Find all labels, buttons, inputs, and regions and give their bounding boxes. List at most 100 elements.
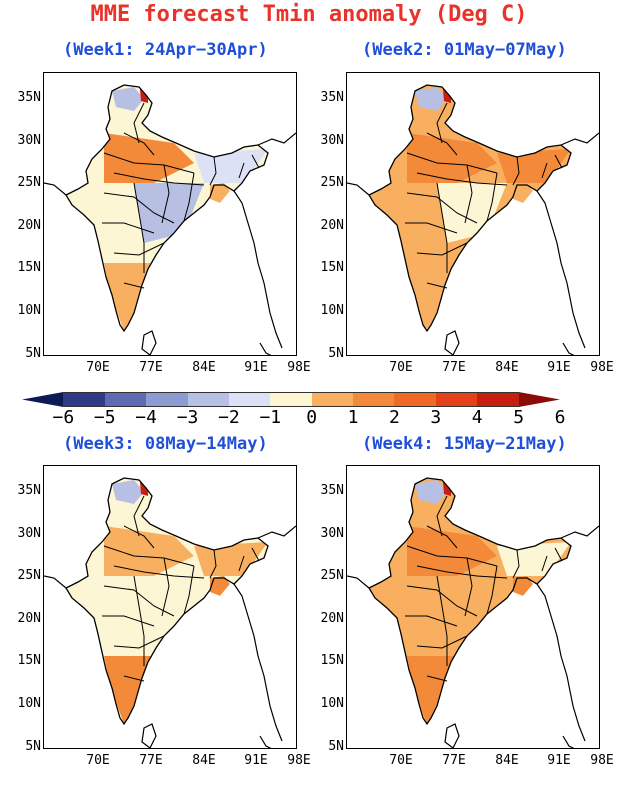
colorbar-tick-label: 1	[347, 407, 359, 428]
lat-tick-label: 20N	[320, 611, 344, 626]
anomaly-zone	[437, 576, 507, 636]
state-border	[209, 549, 217, 579]
colorbar-segment	[518, 392, 560, 407]
coastline	[560, 525, 599, 539]
state-border	[426, 525, 458, 549]
lat-tick-label: 5N	[328, 739, 344, 754]
state-border	[436, 102, 448, 144]
coastline	[560, 655, 586, 742]
lon-tick-label: 91E	[244, 360, 268, 375]
coastline	[44, 575, 67, 589]
coastline	[536, 583, 562, 657]
lon-tick-label: 98E	[287, 753, 311, 768]
lat-tick-label: 25N	[17, 175, 41, 190]
lon-tick-label: 91E	[547, 753, 571, 768]
state-border	[426, 132, 458, 156]
lat-tick-label: 30N	[17, 526, 41, 541]
lon-tick-label: 98E	[287, 360, 311, 375]
figure-title: MME forecast Tmin anomaly (Deg C)	[90, 2, 528, 27]
state-border	[113, 242, 165, 256]
lon-tick-label: 70E	[86, 753, 110, 768]
state-border	[238, 162, 245, 179]
india-map	[347, 84, 599, 355]
state-border	[406, 545, 498, 567]
state-border	[464, 164, 473, 224]
map-panel-week2	[346, 72, 600, 356]
state-border	[416, 565, 508, 579]
state-border	[251, 547, 260, 562]
coastline	[259, 342, 272, 355]
coastline	[257, 525, 296, 539]
colorbar-tick-label: 6	[554, 407, 566, 428]
lat-tick-label: 25N	[17, 568, 41, 583]
colorbar-tick-label: −3	[176, 407, 199, 428]
state-border	[416, 635, 468, 649]
state-border	[512, 549, 520, 579]
state-border	[486, 565, 498, 615]
lat-tick-label: 30N	[320, 526, 344, 541]
state-border	[183, 565, 195, 615]
coastline	[560, 132, 599, 146]
state-border	[133, 102, 145, 144]
country-outline	[65, 477, 269, 726]
anomaly-zone	[104, 133, 194, 183]
lat-tick-label: 15N	[320, 653, 344, 668]
map-panel-week3	[43, 465, 297, 749]
colorbar-segment	[353, 392, 395, 407]
lat-tick-label: 25N	[320, 568, 344, 583]
india-map	[347, 477, 599, 748]
lat-tick-label: 10N	[320, 303, 344, 318]
lon-tick-label: 84E	[192, 753, 216, 768]
lon-tick-label: 84E	[192, 360, 216, 375]
coastline	[233, 190, 259, 264]
lon-tick-label: 77E	[139, 753, 163, 768]
state-border	[113, 172, 205, 186]
coastline	[536, 190, 562, 264]
colorbar-tick-label: 2	[389, 407, 400, 428]
state-border	[133, 575, 145, 666]
coastline	[257, 655, 283, 742]
kashmir-patch	[415, 87, 447, 111]
anomaly-zone	[437, 183, 507, 243]
state-border	[238, 555, 245, 572]
map-panel-week4	[346, 465, 600, 749]
state-border	[426, 675, 448, 682]
coastline	[562, 735, 575, 748]
colorbar-segment	[63, 392, 105, 407]
colorbar-tick-label: −1	[259, 407, 282, 428]
state-border	[554, 154, 563, 169]
state-border	[406, 192, 478, 224]
map-panel-week1	[43, 72, 297, 356]
lat-tick-label: 10N	[17, 303, 41, 318]
colorbar-tick-label: −4	[135, 407, 157, 428]
state-border	[113, 635, 165, 649]
northeast-region	[513, 576, 533, 596]
country-outline	[65, 84, 269, 333]
lon-tick-label: 77E	[442, 753, 466, 768]
coastline	[257, 132, 296, 146]
state-border	[436, 495, 448, 537]
state-border	[161, 164, 170, 224]
lat-tick-label: 15N	[17, 260, 41, 275]
colorbar-segment	[22, 392, 64, 407]
lat-tick-label: 35N	[17, 90, 41, 105]
state-border	[103, 192, 175, 224]
lat-tick-label: 35N	[17, 483, 41, 498]
lon-tick-label: 70E	[389, 360, 413, 375]
colorbar-segment	[477, 392, 519, 407]
colorbar-segment	[394, 392, 436, 407]
country-outline	[368, 477, 572, 726]
colorbar-tick-label: 4	[471, 407, 483, 428]
state-border	[436, 182, 448, 273]
sri-lanka	[444, 330, 460, 355]
state-border	[183, 172, 195, 222]
lon-tick-label: 77E	[139, 360, 163, 375]
state-border	[102, 615, 155, 627]
lon-tick-label: 91E	[244, 753, 268, 768]
lat-tick-label: 5N	[25, 346, 41, 361]
lat-tick-label: 30N	[17, 133, 41, 148]
state-border	[405, 615, 458, 627]
lat-tick-label: 20N	[17, 611, 41, 626]
state-border	[102, 222, 155, 234]
lon-tick-label: 70E	[389, 753, 413, 768]
